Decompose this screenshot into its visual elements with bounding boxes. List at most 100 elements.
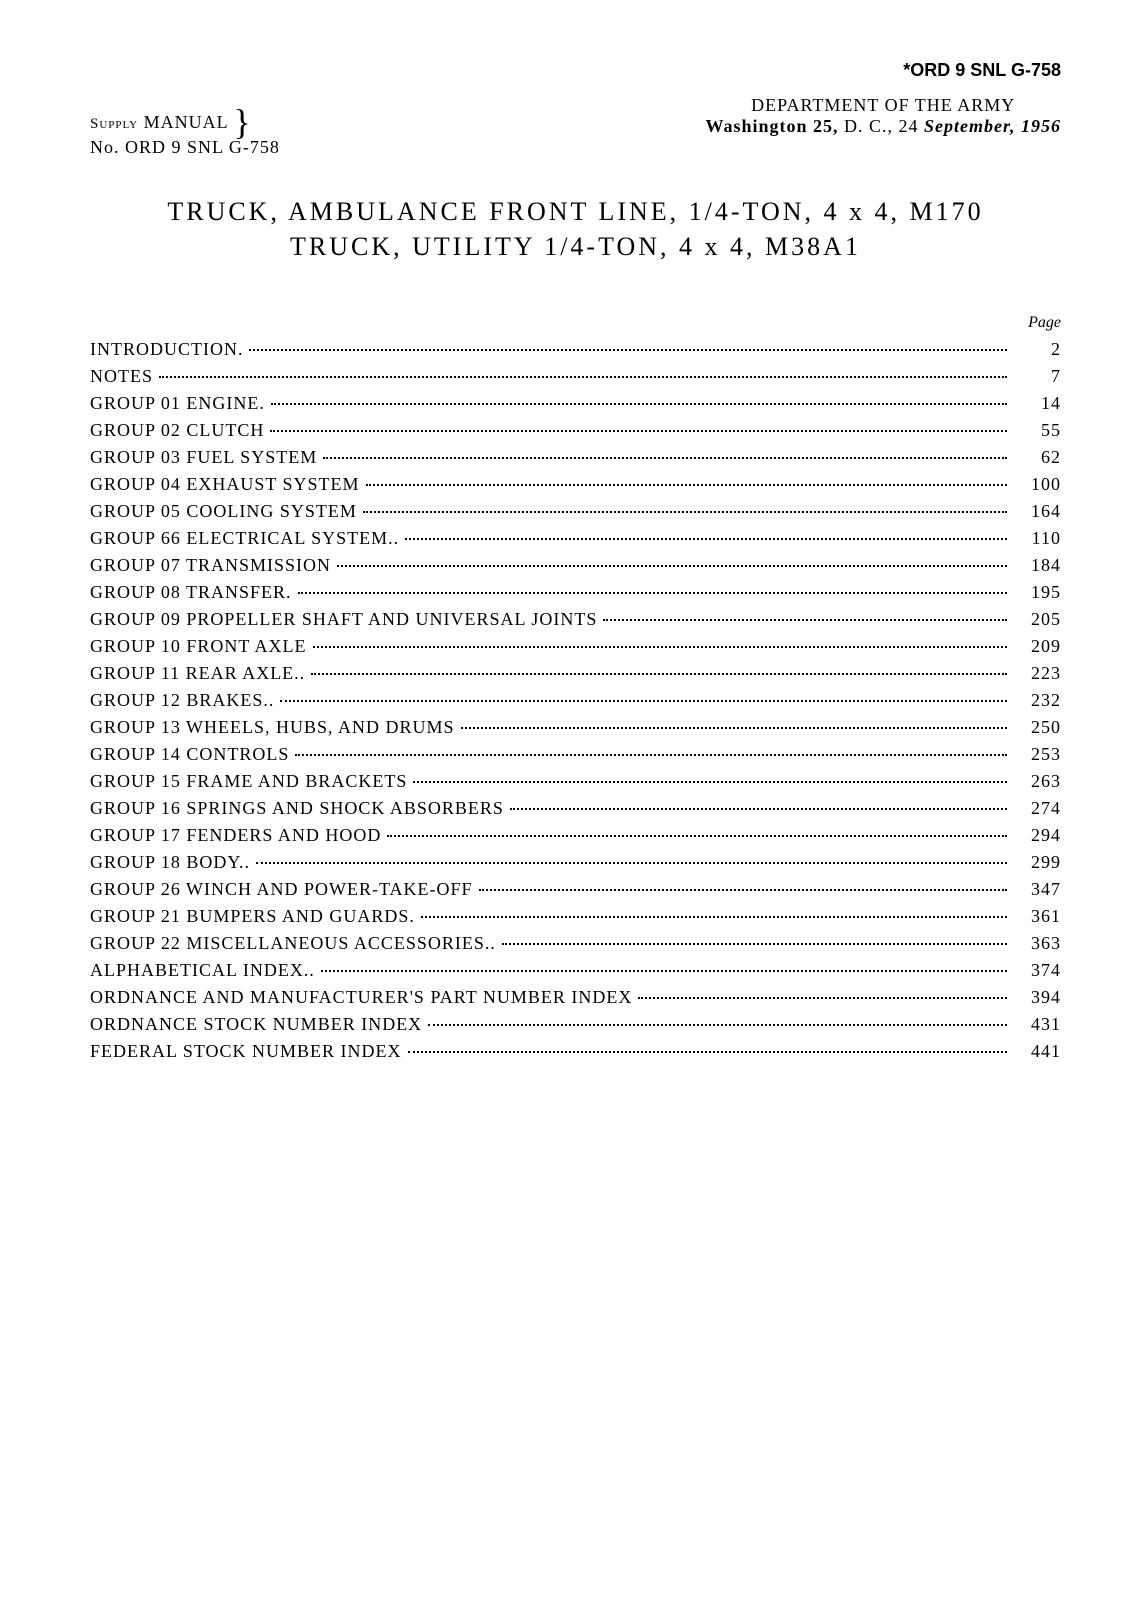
toc-label: GROUP 01 ENGINE. — [90, 390, 265, 417]
toc-row: GROUP 08 TRANSFER. 195 — [90, 579, 1061, 606]
toc-row: NOTES7 — [90, 363, 1061, 390]
toc-dots — [295, 754, 1007, 756]
toc-page-number: 431 — [1013, 1011, 1061, 1038]
toc-row: ORDNANCE AND MANUFACTURER'S PART NUMBER … — [90, 984, 1061, 1011]
toc-row: GROUP 01 ENGINE. 14 — [90, 390, 1061, 417]
toc-page-number: 361 — [1013, 903, 1061, 930]
supply-label: Supply — [90, 116, 138, 132]
toc-label: ORDNANCE AND MANUFACTURER'S PART NUMBER … — [90, 984, 632, 1011]
toc-page-number: 110 — [1013, 525, 1061, 552]
toc-label: GROUP 21 BUMPERS AND GUARDS. — [90, 903, 415, 930]
toc-page-number: 7 — [1013, 363, 1061, 390]
toc-page-number: 62 — [1013, 444, 1061, 471]
toc-dots — [363, 511, 1007, 513]
toc-row: ALPHABETICAL INDEX..374 — [90, 957, 1061, 984]
toc-row: GROUP 09 PROPELLER SHAFT AND UNIVERSAL J… — [90, 606, 1061, 633]
toc-row: GROUP 02 CLUTCH 55 — [90, 417, 1061, 444]
title-line-1: TRUCK, AMBULANCE FRONT LINE, 1/4-TON, 4 … — [90, 194, 1061, 229]
wash-a: Washington 25, — [705, 116, 838, 136]
toc-row: GROUP 17 FENDERS AND HOOD294 — [90, 822, 1061, 849]
toc-row: INTRODUCTION. 2 — [90, 336, 1061, 363]
header-row: Supply MANUAL } No. ORD 9 SNL G-758 DEPA… — [90, 95, 1061, 158]
toc-row: GROUP 15 FRAME AND BRACKETS 263 — [90, 768, 1061, 795]
toc-dots — [638, 997, 1007, 999]
toc-row: FEDERAL STOCK NUMBER INDEX441 — [90, 1038, 1061, 1065]
toc-row: GROUP 14 CONTROLS 253 — [90, 741, 1061, 768]
toc-page-number: 253 — [1013, 741, 1061, 768]
toc-page-number: 209 — [1013, 633, 1061, 660]
toc-page-number: 374 — [1013, 957, 1061, 984]
toc-dots — [270, 430, 1007, 432]
toc-label: GROUP 07 TRANSMISSION — [90, 552, 331, 579]
toc-row: GROUP 18 BODY..299 — [90, 849, 1061, 876]
toc-page-number: 347 — [1013, 876, 1061, 903]
toc-dots — [321, 970, 1007, 972]
toc-page-number: 274 — [1013, 795, 1061, 822]
toc-row: GROUP 07 TRANSMISSION184 — [90, 552, 1061, 579]
toc-dots — [337, 565, 1007, 567]
toc-page-number: 2 — [1013, 336, 1061, 363]
toc-row: ORDNANCE STOCK NUMBER INDEX431 — [90, 1011, 1061, 1038]
toc-dots — [413, 781, 1007, 783]
toc-dots — [256, 862, 1007, 864]
toc-page-number: 164 — [1013, 498, 1061, 525]
toc-row: GROUP 11 REAR AXLE..223 — [90, 660, 1061, 687]
toc-row: GROUP 03 FUEL SYSTEM 62 — [90, 444, 1061, 471]
toc-dots — [366, 484, 1007, 486]
toc-page-number: 55 — [1013, 417, 1061, 444]
toc-row: GROUP 26 WINCH AND POWER-TAKE-OFF 347 — [90, 876, 1061, 903]
toc-page-number: 195 — [1013, 579, 1061, 606]
wash-b: D. C., 24 — [844, 116, 919, 136]
dept-line: DEPARTMENT OF THE ARMY — [751, 95, 1015, 115]
toc-label: GROUP 11 REAR AXLE.. — [90, 660, 305, 687]
toc-dots — [387, 835, 1007, 837]
toc-dots — [408, 1051, 1007, 1053]
document-id: *ORD 9 SNL G-758 — [90, 60, 1061, 81]
toc-label: GROUP 66 ELECTRICAL SYSTEM.. — [90, 525, 399, 552]
table-of-contents: INTRODUCTION.2NOTES7GROUP 01 ENGINE.14GR… — [90, 336, 1061, 1065]
toc-label: GROUP 17 FENDERS AND HOOD — [90, 822, 381, 849]
toc-label: GROUP 03 FUEL SYSTEM — [90, 444, 317, 471]
toc-label: INTRODUCTION. — [90, 336, 243, 363]
toc-dots — [311, 673, 1007, 675]
toc-page-number: 250 — [1013, 714, 1061, 741]
toc-label: GROUP 22 MISCELLANEOUS ACCESSORIES.. — [90, 930, 496, 957]
toc-row: GROUP 04 EXHAUST SYSTEM100 — [90, 471, 1061, 498]
title-line-2: TRUCK, UTILITY 1/4-TON, 4 x 4, M38A1 — [90, 229, 1061, 264]
toc-row: GROUP 16 SPRINGS AND SHOCK ABSORBERS 274 — [90, 795, 1061, 822]
toc-row: GROUP 21 BUMPERS AND GUARDS. 361 — [90, 903, 1061, 930]
wash-c: September, 1956 — [924, 116, 1061, 136]
toc-label: GROUP 13 WHEELS, HUBS, AND DRUMS — [90, 714, 455, 741]
header-left: Supply MANUAL } No. ORD 9 SNL G-758 — [90, 95, 280, 158]
toc-dots — [313, 646, 1007, 648]
toc-dots — [249, 349, 1007, 351]
toc-label: GROUP 15 FRAME AND BRACKETS — [90, 768, 407, 795]
toc-row: GROUP 22 MISCELLANEOUS ACCESSORIES..363 — [90, 930, 1061, 957]
toc-dots — [159, 376, 1007, 378]
toc-row: GROUP 66 ELECTRICAL SYSTEM.. 110 — [90, 525, 1061, 552]
toc-label: GROUP 10 FRONT AXLE — [90, 633, 307, 660]
toc-dots — [280, 700, 1007, 702]
brace-icon: } — [233, 102, 251, 142]
page-column-label: Page — [90, 314, 1061, 332]
toc-dots — [323, 457, 1007, 459]
toc-page-number: 205 — [1013, 606, 1061, 633]
toc-row: GROUP 13 WHEELS, HUBS, AND DRUMS 250 — [90, 714, 1061, 741]
header-right: DEPARTMENT OF THE ARMY Washington 25, D.… — [705, 95, 1061, 158]
toc-label: GROUP 16 SPRINGS AND SHOCK ABSORBERS — [90, 795, 504, 822]
toc-label: GROUP 12 BRAKES.. — [90, 687, 274, 714]
toc-label: GROUP 08 TRANSFER. — [90, 579, 292, 606]
toc-dots — [271, 403, 1007, 405]
toc-row: GROUP 05 COOLING SYSTEM164 — [90, 498, 1061, 525]
toc-row: GROUP 10 FRONT AXLE 209 — [90, 633, 1061, 660]
toc-page-number: 299 — [1013, 849, 1061, 876]
toc-dots — [428, 1024, 1007, 1026]
toc-page-number: 14 — [1013, 390, 1061, 417]
toc-label: GROUP 26 WINCH AND POWER-TAKE-OFF — [90, 876, 473, 903]
toc-label: GROUP 02 CLUTCH — [90, 417, 264, 444]
toc-dots — [421, 916, 1007, 918]
toc-page-number: 263 — [1013, 768, 1061, 795]
toc-label: GROUP 14 CONTROLS — [90, 741, 289, 768]
toc-dots — [461, 727, 1007, 729]
toc-dots — [298, 592, 1007, 594]
